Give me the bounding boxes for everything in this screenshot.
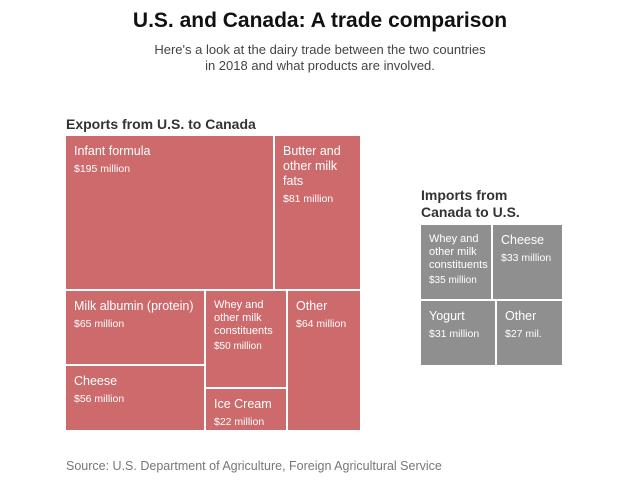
import-tile-other: Other $27 mil. (497, 301, 562, 365)
import-tile-cheese: Cheese $33 million (493, 225, 562, 299)
tile-label: Cheese (501, 233, 545, 247)
tile-value: $64 million (296, 318, 347, 330)
tile-value: $27 mil. (505, 328, 542, 340)
tile-value: $56 million (74, 393, 125, 405)
tile-label: Other (505, 309, 537, 323)
tile-label: Other (296, 299, 328, 313)
tile-label: Whey and other milk constituents (429, 233, 488, 271)
export-tile-ice-cream: Ice Cream $22 million (206, 389, 286, 430)
exports-title: Exports from U.S. to Canada (66, 116, 256, 132)
export-tile-cheese: Cheese $56 million (66, 366, 204, 430)
export-tile-other: Other $64 million (288, 291, 360, 430)
export-tile-whey-and-other-milk-constituents: Whey and other milk constituents $50 mill… (206, 291, 286, 387)
tile-value: $65 million (74, 318, 125, 330)
tile-label: Yogurt (429, 309, 465, 323)
tile-label: Cheese (74, 374, 118, 388)
tile-label: Whey and other milk constituents (214, 299, 273, 337)
tile-value: $33 million (501, 252, 552, 264)
source-note: Source: U.S. Department of Agriculture, … (66, 459, 442, 473)
tile-value: $81 million (283, 193, 334, 205)
tile-label: Ice Cream (214, 397, 272, 411)
import-tile-yogurt: Yogurt $31 million (421, 301, 495, 365)
chart-title: U.S. and Canada: A trade comparison (132, 9, 508, 32)
export-tile-infant-formula: Infant formula $195 million (66, 136, 273, 289)
tile-value: $22 million (214, 416, 265, 428)
export-tile-milk-albumin-protein-: Milk albumin (protein) $65 million (66, 291, 204, 364)
tile-value: $31 million (429, 328, 480, 340)
tile-label: Milk albumin (protein) (74, 299, 194, 313)
export-tile-butter-and-other-milk-fats: Butter and other milk fats $81 million (275, 136, 360, 289)
tile-value: $50 million (214, 341, 262, 352)
import-tile-whey-and-other-milk-constituents: Whey and other milk constituents $35 mill… (421, 225, 491, 299)
tile-value: $195 million (74, 163, 131, 175)
tile-label: Butter and other milk fats (283, 144, 341, 188)
tile-value: $35 million (429, 275, 477, 286)
tile-label: Infant formula (74, 144, 151, 158)
chart-subtitle: Here's a look at the dairy trade between… (154, 42, 486, 73)
imports-title: Imports from Canada to U.S. (421, 187, 520, 220)
